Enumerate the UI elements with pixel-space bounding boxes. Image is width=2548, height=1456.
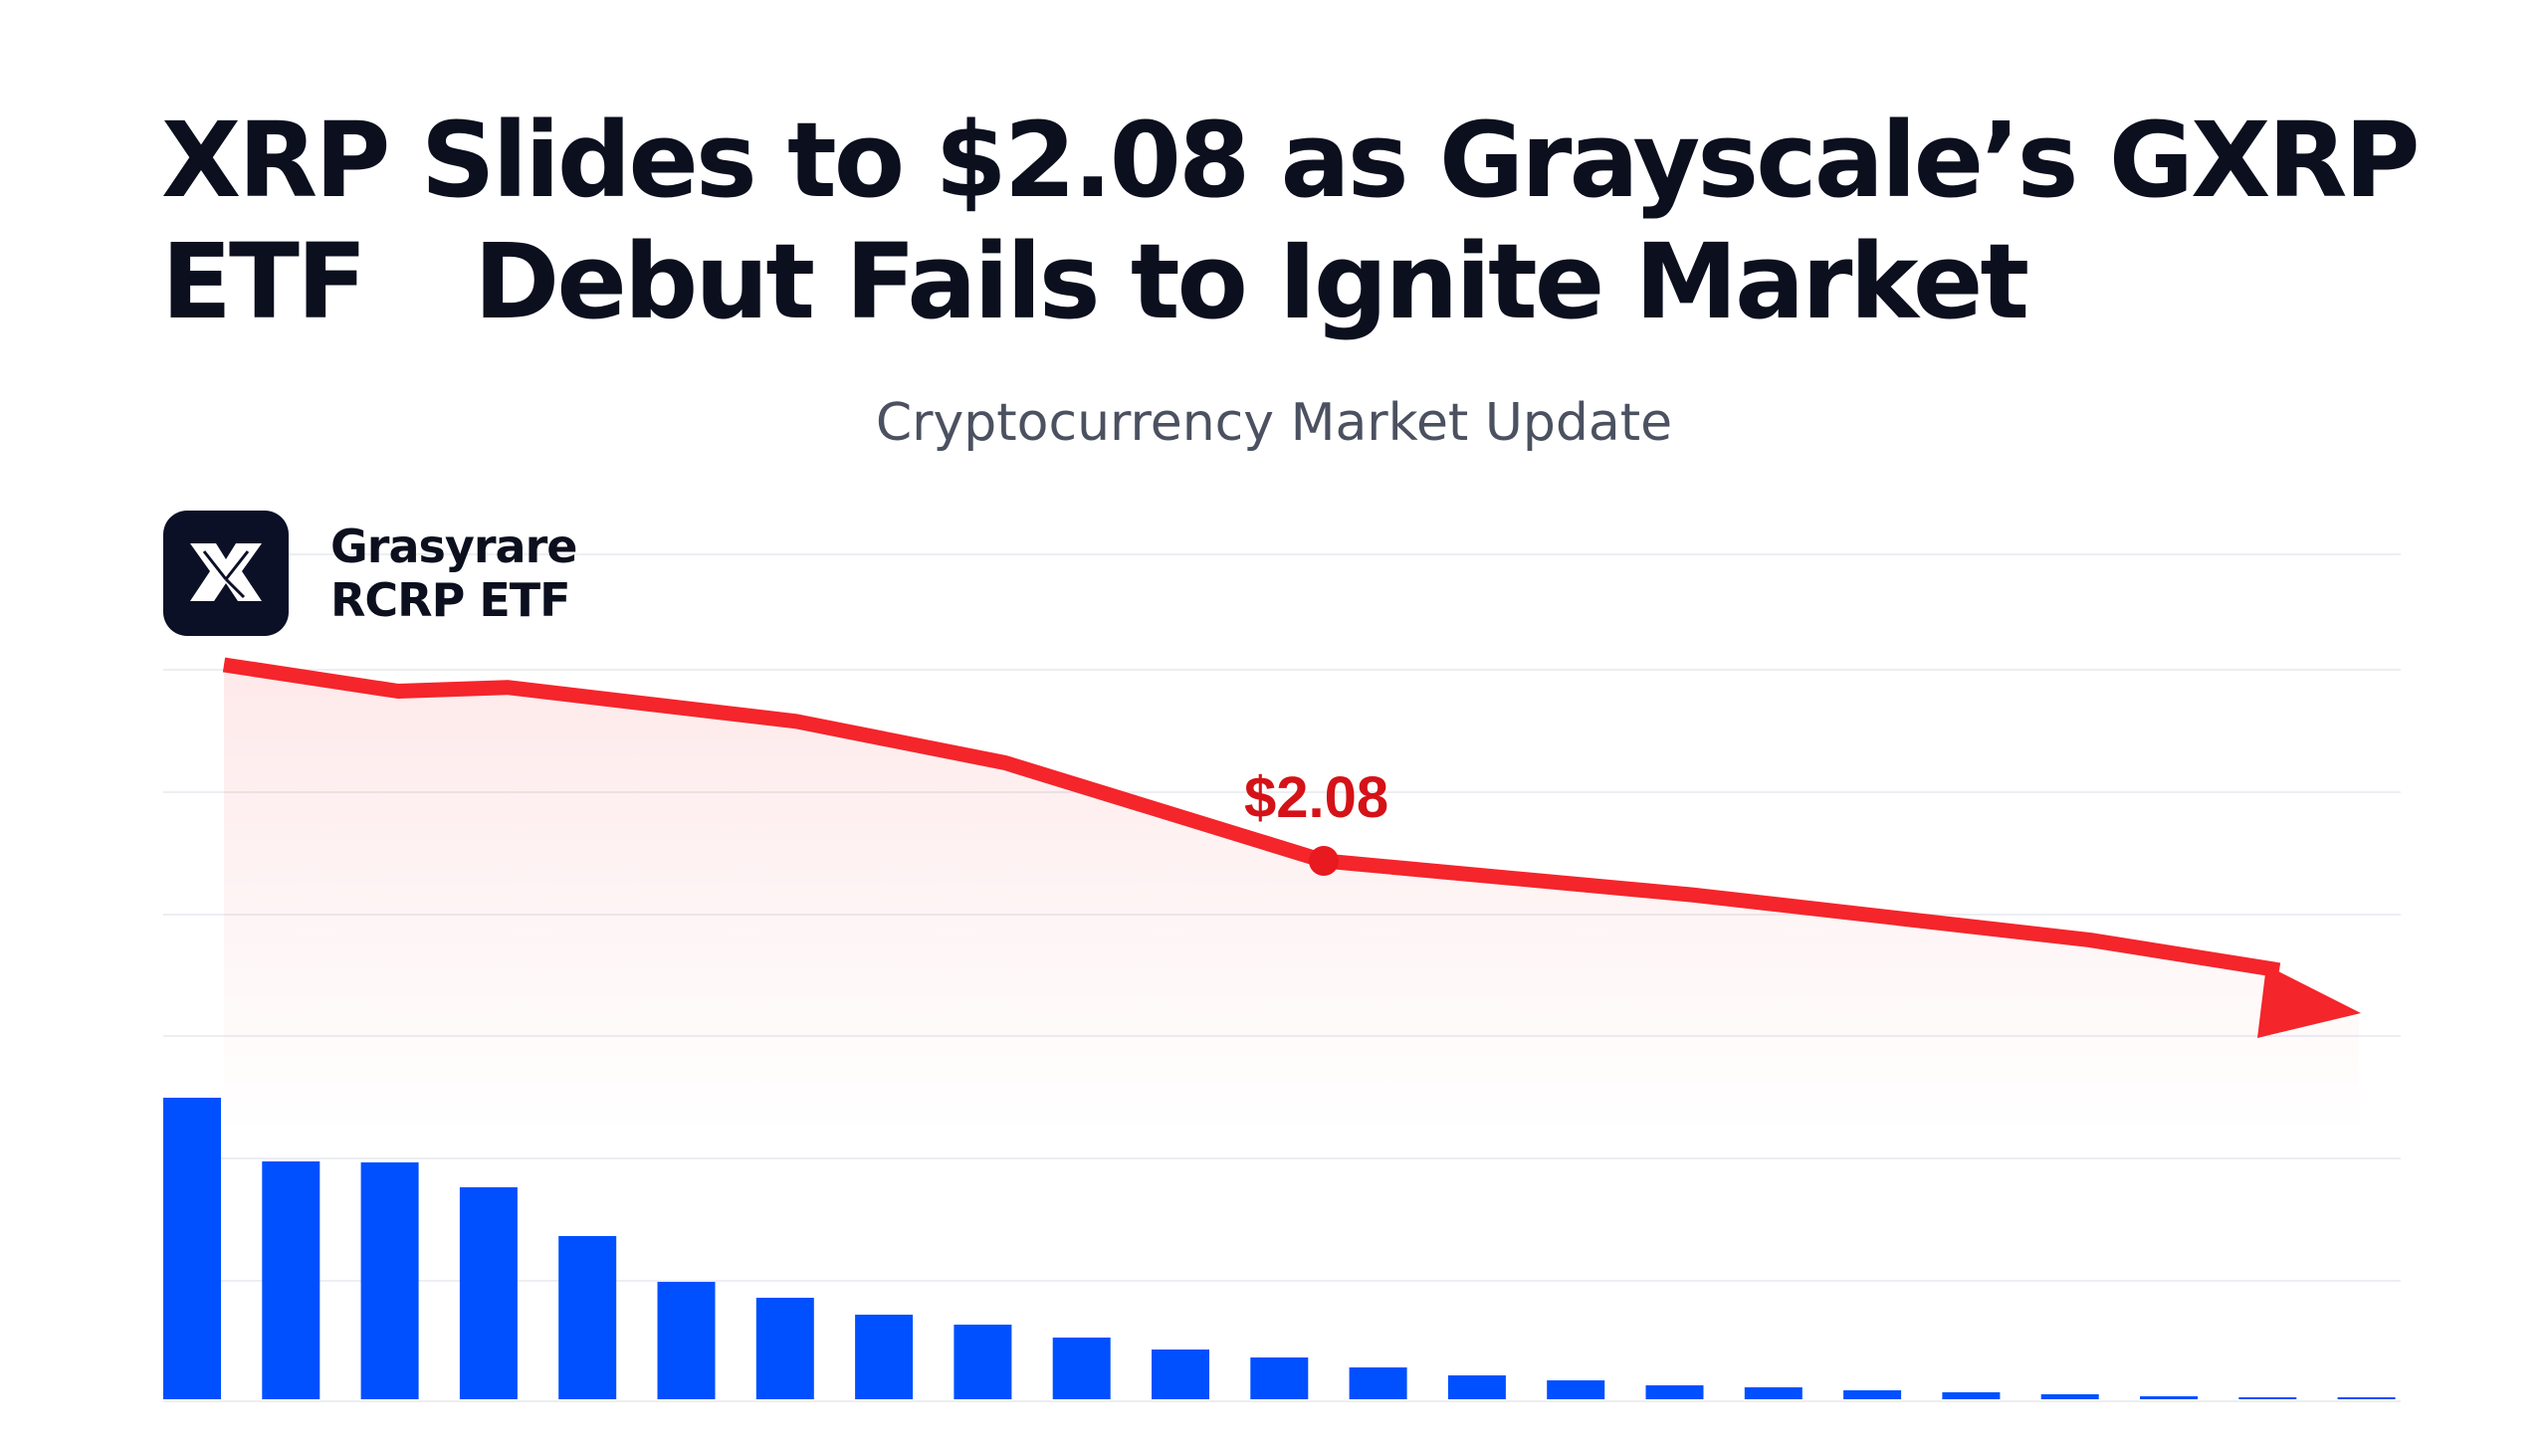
volume-bar bbox=[262, 1161, 320, 1399]
price-annotation: $2.08 bbox=[1244, 765, 1389, 830]
headline: XRP Slides to $2.08 as Grayscale’s GXRP … bbox=[161, 100, 2450, 342]
volume-bar bbox=[1547, 1380, 1605, 1399]
volume-bar bbox=[459, 1187, 518, 1399]
brand-name-line-1: Grasyrare bbox=[330, 520, 577, 573]
volume-bar bbox=[1052, 1338, 1111, 1399]
headline-line-2: ETF Debut Fails to Ignite Market bbox=[161, 221, 2450, 342]
volume-bar bbox=[360, 1162, 419, 1399]
headline-line-1: XRP Slides to $2.08 as Grayscale’s GXRP bbox=[161, 100, 2421, 221]
volume-bar bbox=[954, 1325, 1012, 1399]
volume-bar bbox=[755, 1298, 814, 1399]
brand: Grasyrare RCRP ETF bbox=[163, 511, 577, 636]
volume-bar bbox=[2337, 1397, 2396, 1399]
headline-line-2b: Debut Fails to Ignite Market bbox=[474, 221, 2029, 342]
headline-line-2a: ETF bbox=[161, 221, 367, 342]
volume-bar bbox=[2140, 1396, 2198, 1399]
volume-bars bbox=[163, 1098, 2396, 1399]
brand-name: Grasyrare RCRP ETF bbox=[330, 520, 577, 627]
x-logo-icon bbox=[163, 511, 289, 636]
brand-name-line-2: RCRP ETF bbox=[330, 573, 571, 627]
volume-bar bbox=[1447, 1375, 1506, 1399]
volume-bar bbox=[1843, 1390, 1902, 1399]
volume-bar bbox=[657, 1282, 716, 1399]
volume-bar bbox=[558, 1236, 617, 1399]
volume-bar bbox=[1349, 1367, 1407, 1399]
price-line bbox=[222, 657, 2281, 978]
volume-bar bbox=[1645, 1385, 1704, 1399]
subtitle: Cryptocurrency Market Update bbox=[875, 393, 1673, 453]
volume-bar bbox=[1942, 1392, 2001, 1399]
trend-arrowhead-icon bbox=[2257, 965, 2361, 1038]
volume-bar bbox=[1152, 1350, 1209, 1399]
volume-bar bbox=[2238, 1397, 2297, 1399]
price-marker bbox=[1309, 846, 1339, 876]
volume-bar bbox=[1250, 1357, 1309, 1399]
price-area-fill bbox=[224, 665, 2359, 1135]
volume-bar bbox=[2040, 1394, 2099, 1399]
volume-bar bbox=[1744, 1387, 1803, 1399]
volume-bar bbox=[163, 1098, 221, 1399]
volume-bar bbox=[855, 1315, 914, 1399]
